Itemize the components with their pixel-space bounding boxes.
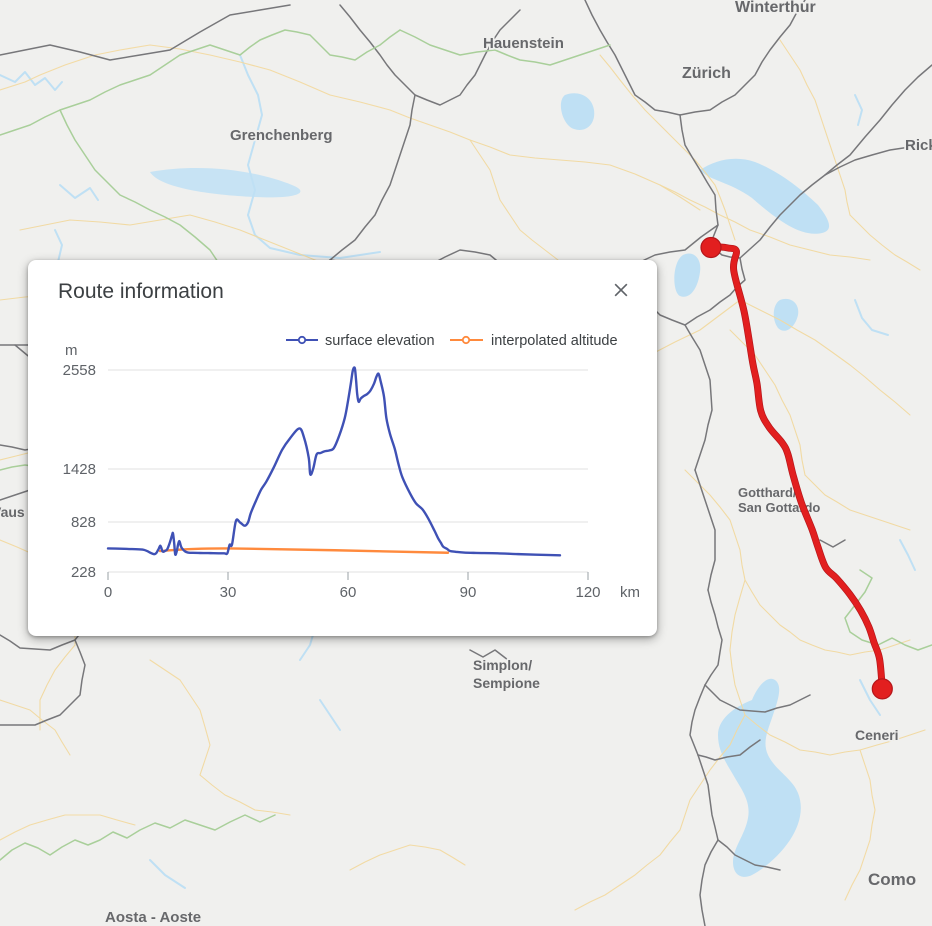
svg-text:Zürich: Zürich	[682, 65, 731, 82]
svg-text:30: 30	[220, 584, 237, 601]
svg-text:Vaus: Vaus	[0, 504, 25, 520]
svg-text:km: km	[620, 584, 640, 601]
svg-text:Sempione: Sempione	[473, 675, 540, 691]
svg-text:surface elevation: surface elevation	[325, 333, 435, 349]
svg-text:Ricke: Ricke	[905, 137, 932, 154]
svg-text:120: 120	[575, 584, 600, 601]
svg-text:Hauenstein: Hauenstein	[483, 35, 564, 52]
svg-text:828: 828	[71, 514, 96, 531]
svg-text:0: 0	[104, 584, 112, 601]
svg-text:interpolated altitude: interpolated altitude	[491, 333, 618, 349]
svg-text:Simplon/: Simplon/	[473, 657, 532, 673]
svg-text:228: 228	[71, 564, 96, 581]
svg-text:60: 60	[340, 584, 357, 601]
svg-text:2558: 2558	[63, 362, 96, 379]
svg-text:Gotthard/: Gotthard/	[738, 485, 797, 500]
svg-text:Winterthur: Winterthur	[735, 0, 816, 16]
svg-text:Aosta - Aoste: Aosta - Aoste	[105, 909, 201, 926]
svg-text:90: 90	[460, 584, 477, 601]
svg-text:1428: 1428	[63, 461, 96, 478]
svg-text:Grenchenberg: Grenchenberg	[230, 127, 333, 144]
svg-text:Como: Como	[868, 870, 916, 889]
svg-text:Ceneri: Ceneri	[855, 727, 899, 743]
